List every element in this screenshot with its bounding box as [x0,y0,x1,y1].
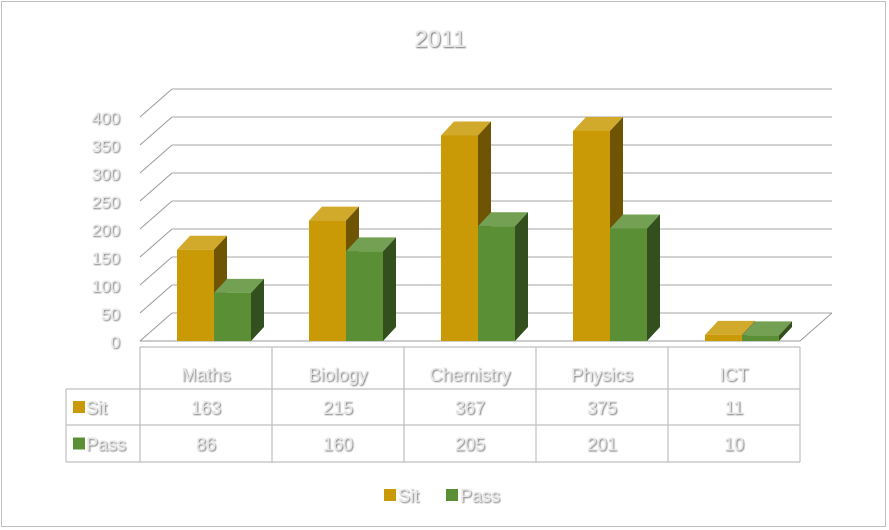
legend-label-pass: Pass [460,486,500,506]
side-gridline-150 [139,228,173,258]
data-label: 375 [587,398,617,418]
side-gridline-0 [139,312,173,342]
table-series-name: Sit [86,398,107,418]
bar-front [705,334,742,341]
data-label: 163 [191,398,221,418]
data-label: 10 [724,435,744,455]
y-tick-label: 350 [92,137,120,156]
side-gridline-300 [139,144,173,174]
bar-front [742,335,779,341]
bar-top [214,278,264,293]
bar-top [705,320,755,335]
bar-side [515,212,528,341]
bar-side [779,321,792,341]
category-label: ICT [720,365,749,385]
y-tick-label: 400 [92,109,120,128]
y-tick-label: 300 [92,165,120,184]
y-tick-label: 250 [92,193,120,212]
data-label: 11 [725,398,744,418]
bar-front [478,226,515,341]
data-label: 160 [323,435,353,455]
category-label: Physics [571,365,633,385]
data-label: 205 [455,435,485,455]
bar-top [177,235,227,250]
side-gridline-250 [139,172,173,202]
bar-top [573,117,623,131]
bar-top [346,237,396,252]
y-tick-label: 200 [92,221,120,240]
bar-top [441,121,491,136]
data-label: 215 [323,398,353,418]
data-label: 201 [587,435,617,455]
bar-side [251,278,264,341]
bar-top [742,321,792,336]
bar-pass-maths [214,278,264,341]
legend-key-pass [446,489,458,501]
bar-pass-biology [346,237,396,341]
bar-front [214,292,251,341]
bar-top [610,214,660,229]
side-gridline-400 [139,88,173,118]
side-gridline-200 [139,200,173,230]
bar-front [610,228,647,341]
bar-pass-physics [610,214,660,341]
bar-front [309,220,346,341]
bar-top [478,212,528,227]
bar-front [441,135,478,341]
chart-title: 2011 [414,26,466,53]
bar-front [573,131,610,341]
category-label: Biology [308,365,367,385]
side-gridline-100 [139,256,173,286]
table-legend-key-sit [73,401,85,413]
legend-label-sit: Sit [398,486,419,506]
y-axis: 0 50 100 150 200 250 300 350 400 [92,109,120,352]
table-series-name: Pass [86,435,126,455]
gridlines [139,88,833,342]
table-legend-key-pass [73,437,85,450]
floor-side-edge [799,312,833,342]
data-label: 86 [196,435,216,455]
data-label: 367 [455,398,485,418]
y-tick-label: 50 [101,305,120,324]
side-gridline-50 [139,284,173,314]
bars [177,117,792,341]
bar-top [309,206,359,221]
category-label: Maths [181,365,230,385]
bar-pass-chemistry [478,212,528,341]
data-table: Maths Biology Chemistry Physics ICT Sit 163 215… [65,346,801,463]
side-gridline-350 [139,116,173,146]
category-label: Chemistry [429,365,510,385]
bar-front [346,251,383,341]
legend-key-sit [384,489,396,501]
y-tick-label: 0 [111,333,120,352]
legend: Sit Pass [384,486,500,506]
bar-side [647,214,660,341]
bar-front [177,249,214,341]
bar-side [383,237,396,341]
bar-pass-ict [742,321,792,341]
y-tick-label: 100 [92,277,120,296]
y-tick-label: 150 [92,249,120,268]
